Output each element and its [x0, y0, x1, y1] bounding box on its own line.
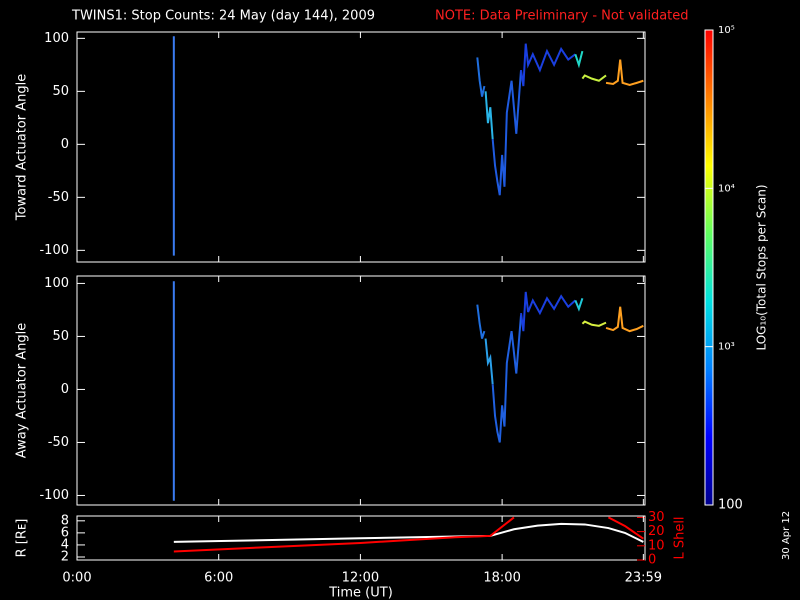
- data-line: [173, 516, 644, 553]
- y-axis-label: Away Actuator Angle: [15, 323, 30, 458]
- x-tick-label: 18:00: [483, 571, 520, 586]
- y2-axis-label: L Shell: [673, 516, 688, 559]
- colorbar: [704, 29, 714, 506]
- y-tick-label: -50: [48, 435, 69, 450]
- data-line: [491, 315, 523, 443]
- data-line: [605, 59, 644, 87]
- y-tick-label: 4: [61, 537, 69, 552]
- data-line: [476, 304, 486, 339]
- x-tick-label: 23:59: [625, 571, 662, 586]
- data-line: [581, 320, 607, 327]
- data-line: [574, 50, 584, 69]
- y-tick-label: 2: [61, 549, 69, 564]
- panel: [173, 516, 644, 553]
- plot-frame: [76, 275, 646, 506]
- colorbar-tick-label: 10⁵: [718, 25, 735, 36]
- chart-title: TWINS1: Stop Counts: 24 May (day 144), 2…: [71, 9, 375, 24]
- colorbar-tick-label: 10³: [718, 342, 735, 353]
- y-axis-label: Toward Actuator Angle: [15, 74, 30, 221]
- data-line: [520, 43, 576, 87]
- data-line: [520, 291, 576, 332]
- note: NOTE: Data Preliminary - Not validated: [435, 9, 689, 24]
- colorbar-tick-label: 100: [718, 498, 743, 513]
- data-line: [484, 338, 494, 385]
- data-line: [581, 74, 607, 82]
- plot-frame: [76, 515, 646, 561]
- y2-tick-label: 30: [648, 510, 665, 525]
- data-line: [491, 70, 523, 196]
- colorbar-tick-label: 10⁴: [718, 183, 735, 194]
- y-tick-label: 0: [61, 137, 69, 152]
- y-tick-label: 0: [61, 382, 69, 397]
- x-tick-label: 6:00: [204, 571, 233, 586]
- y-tick-label: -100: [39, 243, 69, 258]
- data-line: [476, 57, 486, 97]
- y-tick-label: -100: [39, 488, 69, 503]
- y-tick-label: -50: [48, 190, 69, 205]
- panel: [172, 281, 644, 501]
- x-axis-label: Time (UT): [328, 586, 393, 600]
- y-tick-label: 100: [44, 31, 69, 46]
- y-axis-label: R [Rᴇ]: [15, 519, 30, 558]
- x-tick-label: 0:00: [62, 571, 91, 586]
- y-tick-label: 50: [52, 329, 69, 344]
- y-tick-label: 8: [61, 513, 69, 528]
- data-line: [605, 306, 644, 333]
- data-line: [484, 91, 494, 140]
- plot-frame: [76, 31, 646, 263]
- y-tick-label: 100: [44, 276, 69, 291]
- data-line: [574, 297, 584, 312]
- y2-tick-label: 0: [648, 553, 656, 568]
- y-tick-label: 6: [61, 525, 69, 540]
- y-tick-label: 50: [52, 84, 69, 99]
- panel: [172, 36, 644, 256]
- colorbar-label: LOG₁₀(Total Stops per Scan): [755, 184, 769, 350]
- y2-tick-label: 10: [648, 538, 665, 553]
- data-line: [173, 522, 644, 543]
- date-stamp: 30 Apr 12: [781, 511, 792, 560]
- y2-tick-label: 20: [648, 524, 665, 539]
- x-tick-label: 12:00: [342, 571, 379, 586]
